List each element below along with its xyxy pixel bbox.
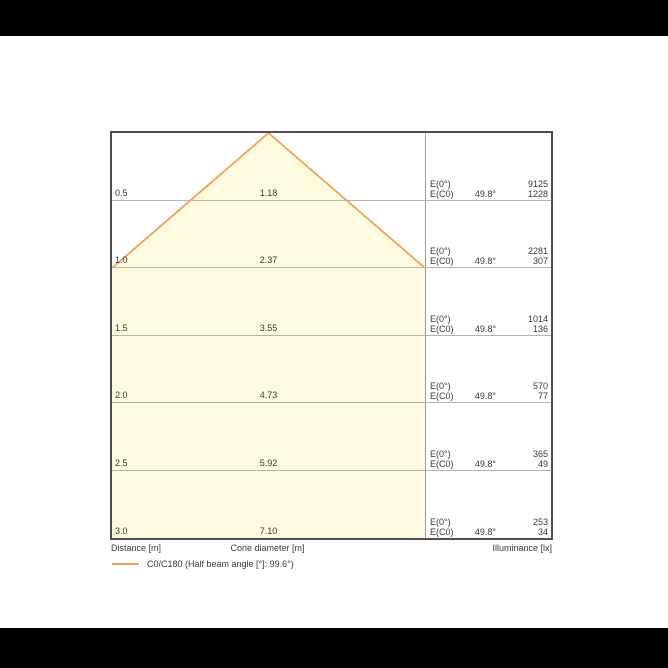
- distance-label: 2.0: [115, 390, 128, 400]
- ec0-value: 34: [537, 527, 548, 537]
- spacer: [464, 381, 496, 391]
- illuminance-block: E(0°) 2281 E(C0) 49.8° 307: [426, 246, 551, 266]
- beam-angle-value: 49.8°: [474, 188, 496, 199]
- ec0-label: E(C0): [430, 527, 454, 537]
- table-row: 3.0 7.10 E(0°) 253 E(C0) 49.8° 34: [112, 471, 551, 539]
- ec0-line: E(C0) 49.8° 1228: [426, 189, 551, 199]
- distance-label: 0.5: [115, 187, 128, 198]
- e0-value: 365: [532, 448, 548, 459]
- e0-line: E(0°) 9125: [426, 179, 551, 189]
- e0-value: 253: [532, 517, 548, 527]
- distance-axis-label: Distance [m]: [111, 543, 162, 553]
- e0-label: E(0°): [430, 381, 451, 391]
- ec0-line: E(C0) 49.8° 77: [426, 391, 551, 401]
- cone-fill-polygon: [112, 133, 425, 538]
- illuminance-block: E(0°) 253 E(C0) 49.8° 34: [426, 517, 551, 537]
- spacer: [464, 314, 496, 324]
- e0-label: E(0°): [430, 178, 451, 189]
- e0-line: E(0°) 570: [426, 381, 551, 391]
- e0-label: E(0°): [430, 313, 451, 324]
- ec0-label: E(C0): [430, 323, 454, 334]
- illuminance-block: E(0°) 365 E(C0) 49.8° 49: [426, 449, 551, 469]
- cone-chart: [112, 133, 425, 538]
- table-row: 2.5 5.92 E(0°) 365 E(C0) 49.8° 49: [112, 403, 551, 471]
- cone-diameter-label: 4.73: [259, 390, 278, 400]
- spacer: [464, 449, 496, 459]
- distance-label: 1.5: [115, 322, 128, 333]
- ec0-value: 77: [537, 391, 548, 401]
- ec0-line: E(C0) 49.8° 136: [426, 324, 551, 334]
- cone-diameter-axis-label: Cone diameter [m]: [230, 543, 305, 553]
- cone-diameter-label: 1.18: [259, 187, 278, 198]
- cone-diameter-label: 3.55: [259, 322, 278, 333]
- beam-angle-value: 49.8°: [474, 527, 496, 537]
- cone-diameter-label: 7.10: [259, 526, 278, 536]
- ec0-value: 307: [532, 256, 548, 266]
- e0-value: 570: [532, 381, 548, 391]
- distance-label: 2.5: [115, 457, 128, 468]
- ec0-label: E(C0): [430, 391, 454, 401]
- table-row: 0.5 1.18 E(0°) 9125 E(C0) 49.8° 1228: [112, 133, 551, 201]
- cone-beam-line: [112, 133, 425, 269]
- legend: C0/C180 (Half beam angle [°]: 99.6°): [112, 559, 294, 569]
- beam-angle-value: 49.8°: [474, 323, 496, 334]
- e0-line: E(0°) 1014: [426, 314, 551, 324]
- e0-line: E(0°) 365: [426, 449, 551, 459]
- table-row: 2.0 4.73 E(0°) 570 E(C0) 49.8° 77: [112, 336, 551, 403]
- beam-angle-value: 49.8°: [474, 256, 496, 266]
- axis-labels: Distance [m] Cone diameter [m] Illuminan…: [110, 543, 553, 555]
- e0-label: E(0°): [430, 246, 451, 256]
- ec0-value: 1228: [527, 188, 548, 199]
- e0-label: E(0°): [430, 448, 451, 459]
- illuminance-axis-label: Illuminance [lx]: [492, 543, 552, 553]
- spacer: [464, 246, 496, 256]
- illuminance-block: E(0°) 570 E(C0) 49.8° 77: [426, 381, 551, 401]
- column-divider: [425, 133, 426, 538]
- table-row: 1.5 3.55 E(0°) 1014 E(C0) 49.8° 136: [112, 268, 551, 336]
- e0-line: E(0°) 253: [426, 517, 551, 527]
- cone-diameter-label: 2.37: [259, 255, 278, 265]
- letterbox-bottom: [0, 628, 668, 668]
- spacer: [464, 179, 496, 189]
- e0-value: 1014: [527, 313, 548, 324]
- e0-value: 9125: [527, 178, 548, 189]
- legend-line-swatch: [112, 563, 139, 565]
- table-row: 1.0 2.37 E(0°) 2281 E(C0) 49.8° 307: [112, 201, 551, 268]
- e0-value: 2281: [527, 246, 548, 256]
- legend-label: C0/C180 (Half beam angle [°]: 99.6°): [147, 559, 294, 569]
- beam-angle-value: 49.8°: [474, 458, 496, 469]
- distance-label: 1.0: [115, 255, 128, 265]
- ec0-line: E(C0) 49.8° 34: [426, 527, 551, 537]
- ec0-label: E(C0): [430, 256, 454, 266]
- ec0-label: E(C0): [430, 188, 454, 199]
- e0-line: E(0°) 2281: [426, 246, 551, 256]
- beam-angle-value: 49.8°: [474, 391, 496, 401]
- cone-diameter-label: 5.92: [259, 457, 278, 468]
- letterbox-top: [0, 0, 668, 36]
- e0-label: E(0°): [430, 517, 451, 527]
- ec0-label: E(C0): [430, 458, 454, 469]
- illuminance-block: E(0°) 1014 E(C0) 49.8° 136: [426, 314, 551, 334]
- spacer: [464, 517, 496, 527]
- cone-diagram: 0.5 1.18 E(0°) 9125 E(C0) 49.8° 1228 1.0…: [110, 131, 553, 540]
- ec0-line: E(C0) 49.8° 49: [426, 459, 551, 469]
- distance-label: 3.0: [115, 526, 128, 536]
- ec0-line: E(C0) 49.8° 307: [426, 256, 551, 266]
- ec0-value: 136: [532, 323, 548, 334]
- illuminance-block: E(0°) 9125 E(C0) 49.8° 1228: [426, 179, 551, 199]
- ec0-value: 49: [537, 458, 548, 469]
